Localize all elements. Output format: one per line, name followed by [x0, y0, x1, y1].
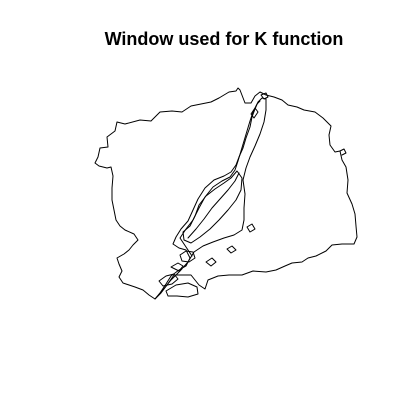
island-west-3: [170, 262, 184, 272]
river-channel-inner: [187, 172, 240, 239]
island-west-2: [165, 282, 199, 298]
islet-north-1: [250, 107, 259, 119]
islet-north-2: [260, 92, 269, 100]
window-outer-boundary: [94, 87, 358, 300]
islet-east-1: [246, 223, 256, 233]
islet-south-2: [226, 245, 237, 254]
island-bizard: [179, 250, 196, 263]
island-west-1: [158, 273, 179, 287]
islet-south-1: [205, 257, 217, 267]
island-montreal: [154, 97, 267, 300]
island-laval: [182, 170, 243, 244]
plot-title: Window used for K function: [104, 29, 344, 49]
border-notch-east: [339, 148, 347, 156]
